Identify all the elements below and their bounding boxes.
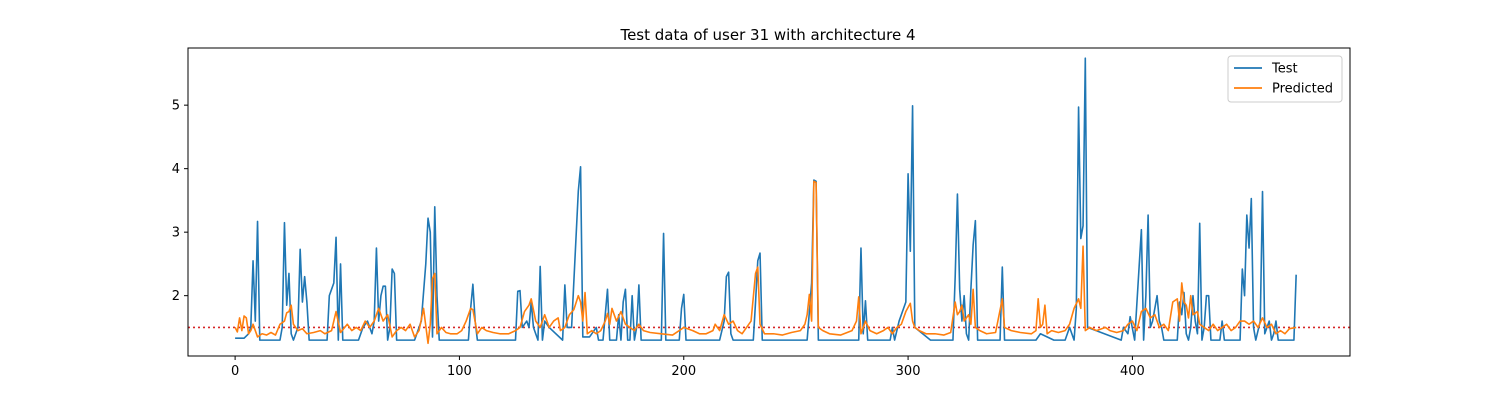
x-tick-label: 200 [671,364,696,379]
y-tick-label: 5 [172,99,180,114]
y-tick-label: 3 [172,226,180,241]
chart-title: Test data of user 31 with architecture 4 [619,26,915,44]
y-tick-label: 4 [172,162,180,177]
y-tick-label: 2 [172,289,180,304]
plot-frame [187,47,1351,357]
series-line-predicted [234,180,1297,345]
legend-label: Predicted [1272,82,1333,97]
x-tick-label: 400 [1120,364,1145,379]
legend-label: Test [1271,62,1298,77]
series-line-test [235,57,1297,341]
x-tick-label: 100 [447,364,472,379]
x-tick-label: 0 [231,364,239,379]
legend: Test Predicted [1227,55,1343,103]
x-tick-label: 300 [896,364,921,379]
